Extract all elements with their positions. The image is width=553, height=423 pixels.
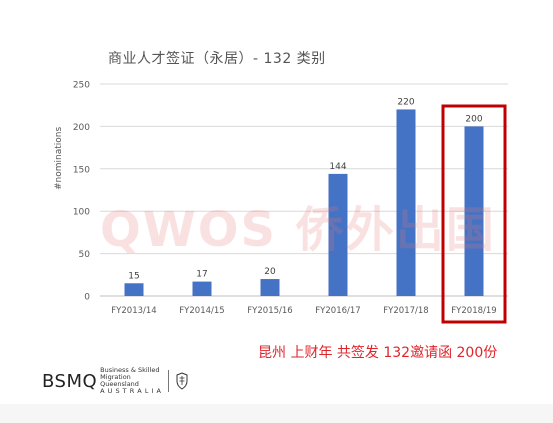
- bars: [124, 109, 484, 297]
- x-tick-label: FY2016/17: [315, 306, 360, 316]
- logo-sub-line-3: A U S T R A L I A: [100, 387, 162, 395]
- bar-FY2015/16: [260, 279, 280, 296]
- logo-sub-line-2: Migration Queensland: [100, 373, 139, 388]
- chart-title: 商业人才签证（永居）- 132 类别: [108, 51, 326, 67]
- bar-FY2018/19: [464, 126, 484, 297]
- logo-sub-text: Business & Skilled Migration Queensland …: [100, 367, 162, 395]
- x-tick-label: FY2015/16: [247, 306, 292, 316]
- bottom-strip: [0, 404, 553, 423]
- data-label: 200: [465, 114, 482, 124]
- y-tick-label: 50: [79, 250, 91, 260]
- x-tick-labels: FY2013/14 FY2014/15 FY2015/16 FY2016/17 FY20…: [111, 306, 496, 316]
- logo-main-text: BSMQ: [42, 370, 98, 392]
- gridlines: [100, 83, 508, 297]
- x-tick-label: FY2017/18: [383, 306, 428, 316]
- bsmq-logo: BSMQ Business & Skilled Migration Queens…: [42, 367, 189, 395]
- queensland-crest-icon: [176, 372, 188, 390]
- highlight-box: [441, 104, 507, 324]
- x-tick-label: FY2014/15: [179, 306, 224, 316]
- y-tick-label: 150: [73, 165, 90, 175]
- y-tick-label: 250: [73, 81, 90, 91]
- bar-FY2013/14: [124, 283, 144, 296]
- y-tick-label: 0: [84, 293, 90, 303]
- data-label: 144: [329, 162, 346, 172]
- y-tick-label: 200: [73, 123, 90, 133]
- bar-FY2016/17: [328, 173, 348, 296]
- data-label: 220: [397, 97, 414, 107]
- logo-divider: [168, 370, 170, 392]
- data-labels: 15 17 20 144 220 200: [128, 97, 483, 281]
- bar-FY2014/15: [192, 281, 212, 296]
- data-label: 17: [196, 270, 207, 280]
- x-tick-label: FY2013/14: [111, 306, 156, 316]
- data-label: 20: [264, 267, 276, 277]
- x-tick-label: FY2018/19: [451, 306, 496, 316]
- bar-FY2017/18: [396, 109, 416, 296]
- y-tick-labels: 0 50 100 150 200 250: [73, 81, 90, 303]
- y-tick-label: 100: [73, 208, 90, 218]
- logo-sub-line-1: Business & Skilled: [100, 366, 160, 374]
- watermark: QWOS 侨外出国: [100, 202, 496, 258]
- data-label: 15: [128, 271, 139, 281]
- annotation-text: 昆州 上财年 共签发 132邀请函 200份: [258, 345, 498, 361]
